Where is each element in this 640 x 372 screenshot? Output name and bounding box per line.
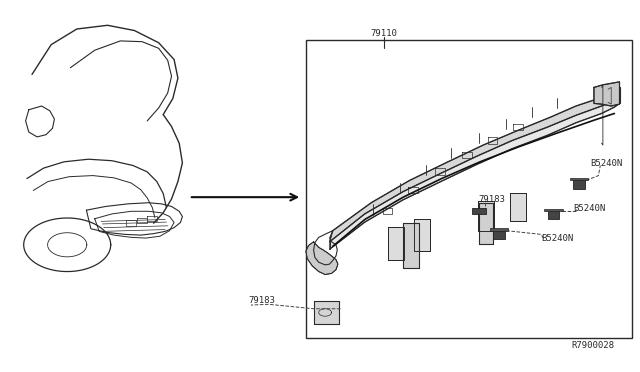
Polygon shape	[511, 193, 526, 221]
Text: 79183: 79183	[248, 296, 275, 305]
Text: B5240N: B5240N	[573, 204, 605, 213]
Polygon shape	[479, 201, 494, 231]
Bar	[306, 40, 632, 338]
Polygon shape	[330, 87, 620, 242]
Polygon shape	[415, 219, 430, 251]
Polygon shape	[306, 242, 338, 275]
Text: 79110: 79110	[371, 29, 397, 38]
Polygon shape	[570, 178, 588, 180]
Text: B5240N: B5240N	[541, 234, 573, 243]
Polygon shape	[490, 228, 508, 231]
Polygon shape	[545, 209, 563, 211]
Text: R7900028: R7900028	[572, 341, 614, 350]
Polygon shape	[330, 96, 620, 249]
Polygon shape	[573, 180, 585, 189]
Polygon shape	[479, 203, 493, 244]
Polygon shape	[403, 223, 419, 268]
Polygon shape	[314, 301, 339, 324]
Polygon shape	[472, 208, 486, 214]
Polygon shape	[388, 227, 404, 260]
Polygon shape	[594, 82, 620, 106]
Text: B5240N: B5240N	[590, 159, 622, 168]
Polygon shape	[548, 211, 559, 219]
Text: 79183: 79183	[479, 195, 506, 203]
Polygon shape	[493, 231, 505, 239]
